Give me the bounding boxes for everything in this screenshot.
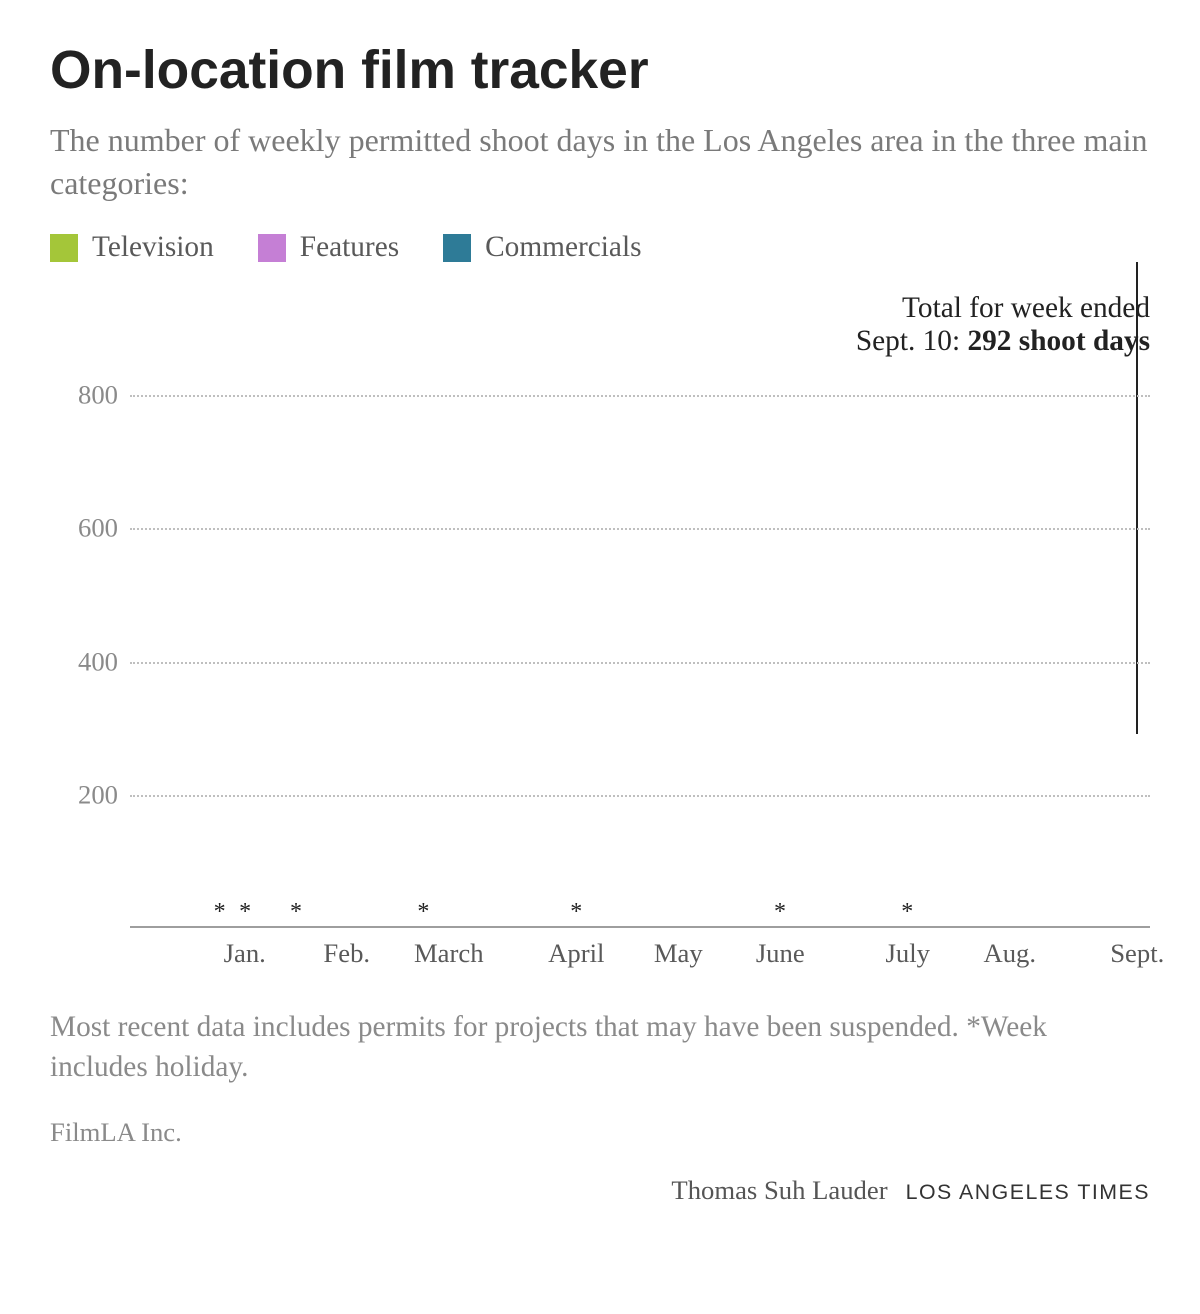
grid-line [130, 795, 1150, 797]
source: FilmLA Inc. [50, 1117, 1150, 1148]
credits: Thomas Suh Lauder LOS ANGELES TIMES [50, 1175, 1150, 1206]
y-tick-label: 600 [78, 513, 118, 544]
x-axis-label: July [886, 938, 930, 969]
page-subtitle: The number of weekly permitted shoot day… [50, 119, 1150, 205]
legend-label: Features [300, 231, 399, 264]
footnote: Most recent data includes permits for pr… [50, 1008, 1150, 1087]
y-tick-label: 400 [78, 646, 118, 677]
chart: 200400600800 ******* Jan.Feb.MarchAprilM… [50, 368, 1150, 928]
x-axis-label: Sept. [1110, 938, 1164, 969]
callout: Total for week ended Sept. 10: 292 shoot… [50, 292, 1150, 358]
holiday-marker: * [208, 899, 230, 926]
legend-item: Commercials [443, 231, 641, 264]
x-axis-label: Jan. [224, 938, 266, 969]
page: On-location film tracker The number of w… [0, 0, 1200, 1314]
legend-item: Television [50, 231, 214, 264]
grid-line [130, 395, 1150, 397]
x-axis: Jan.Feb.MarchAprilMayJuneJulyAug.Sept. [130, 928, 1150, 968]
x-axis-label: March [414, 938, 484, 969]
callout-line1: Total for week ended [50, 292, 1150, 325]
y-axis: 200 400 600 800 [50, 368, 130, 928]
legend-label: Television [92, 231, 214, 264]
legend-swatch [443, 234, 471, 262]
page-title: On-location film tracker [50, 40, 1150, 101]
holiday-marker: * [769, 899, 791, 926]
y-tick-label: 800 [78, 380, 118, 411]
legend-swatch [258, 234, 286, 262]
x-axis-label: Feb. [323, 938, 370, 969]
y-tick-label: 200 [78, 780, 118, 811]
x-axis-label: May [654, 938, 703, 969]
credit-author: Thomas Suh Lauder [671, 1175, 887, 1206]
bars: ******* [130, 368, 1150, 928]
legend: Television Features Commercials [50, 231, 1150, 264]
holiday-marker: * [412, 899, 434, 926]
x-axis-label: Aug. [983, 938, 1036, 969]
holiday-marker: * [565, 899, 587, 926]
callout-line2: Sept. 10: 292 shoot days [50, 325, 1150, 358]
grid-line [130, 662, 1150, 664]
grid-line [130, 528, 1150, 530]
credit-org: LOS ANGELES TIMES [906, 1180, 1150, 1205]
legend-label: Commercials [485, 231, 641, 264]
callout-line2-bold: 292 shoot days [967, 325, 1150, 357]
callout-line2-prefix: Sept. 10: [856, 325, 968, 357]
holiday-marker: * [234, 899, 256, 926]
legend-swatch [50, 234, 78, 262]
plot-area: ******* [130, 368, 1150, 928]
holiday-marker: * [896, 899, 918, 926]
holiday-marker: * [285, 899, 307, 926]
x-axis-label: June [756, 938, 805, 969]
legend-item: Features [258, 231, 399, 264]
x-axis-label: April [548, 938, 604, 969]
